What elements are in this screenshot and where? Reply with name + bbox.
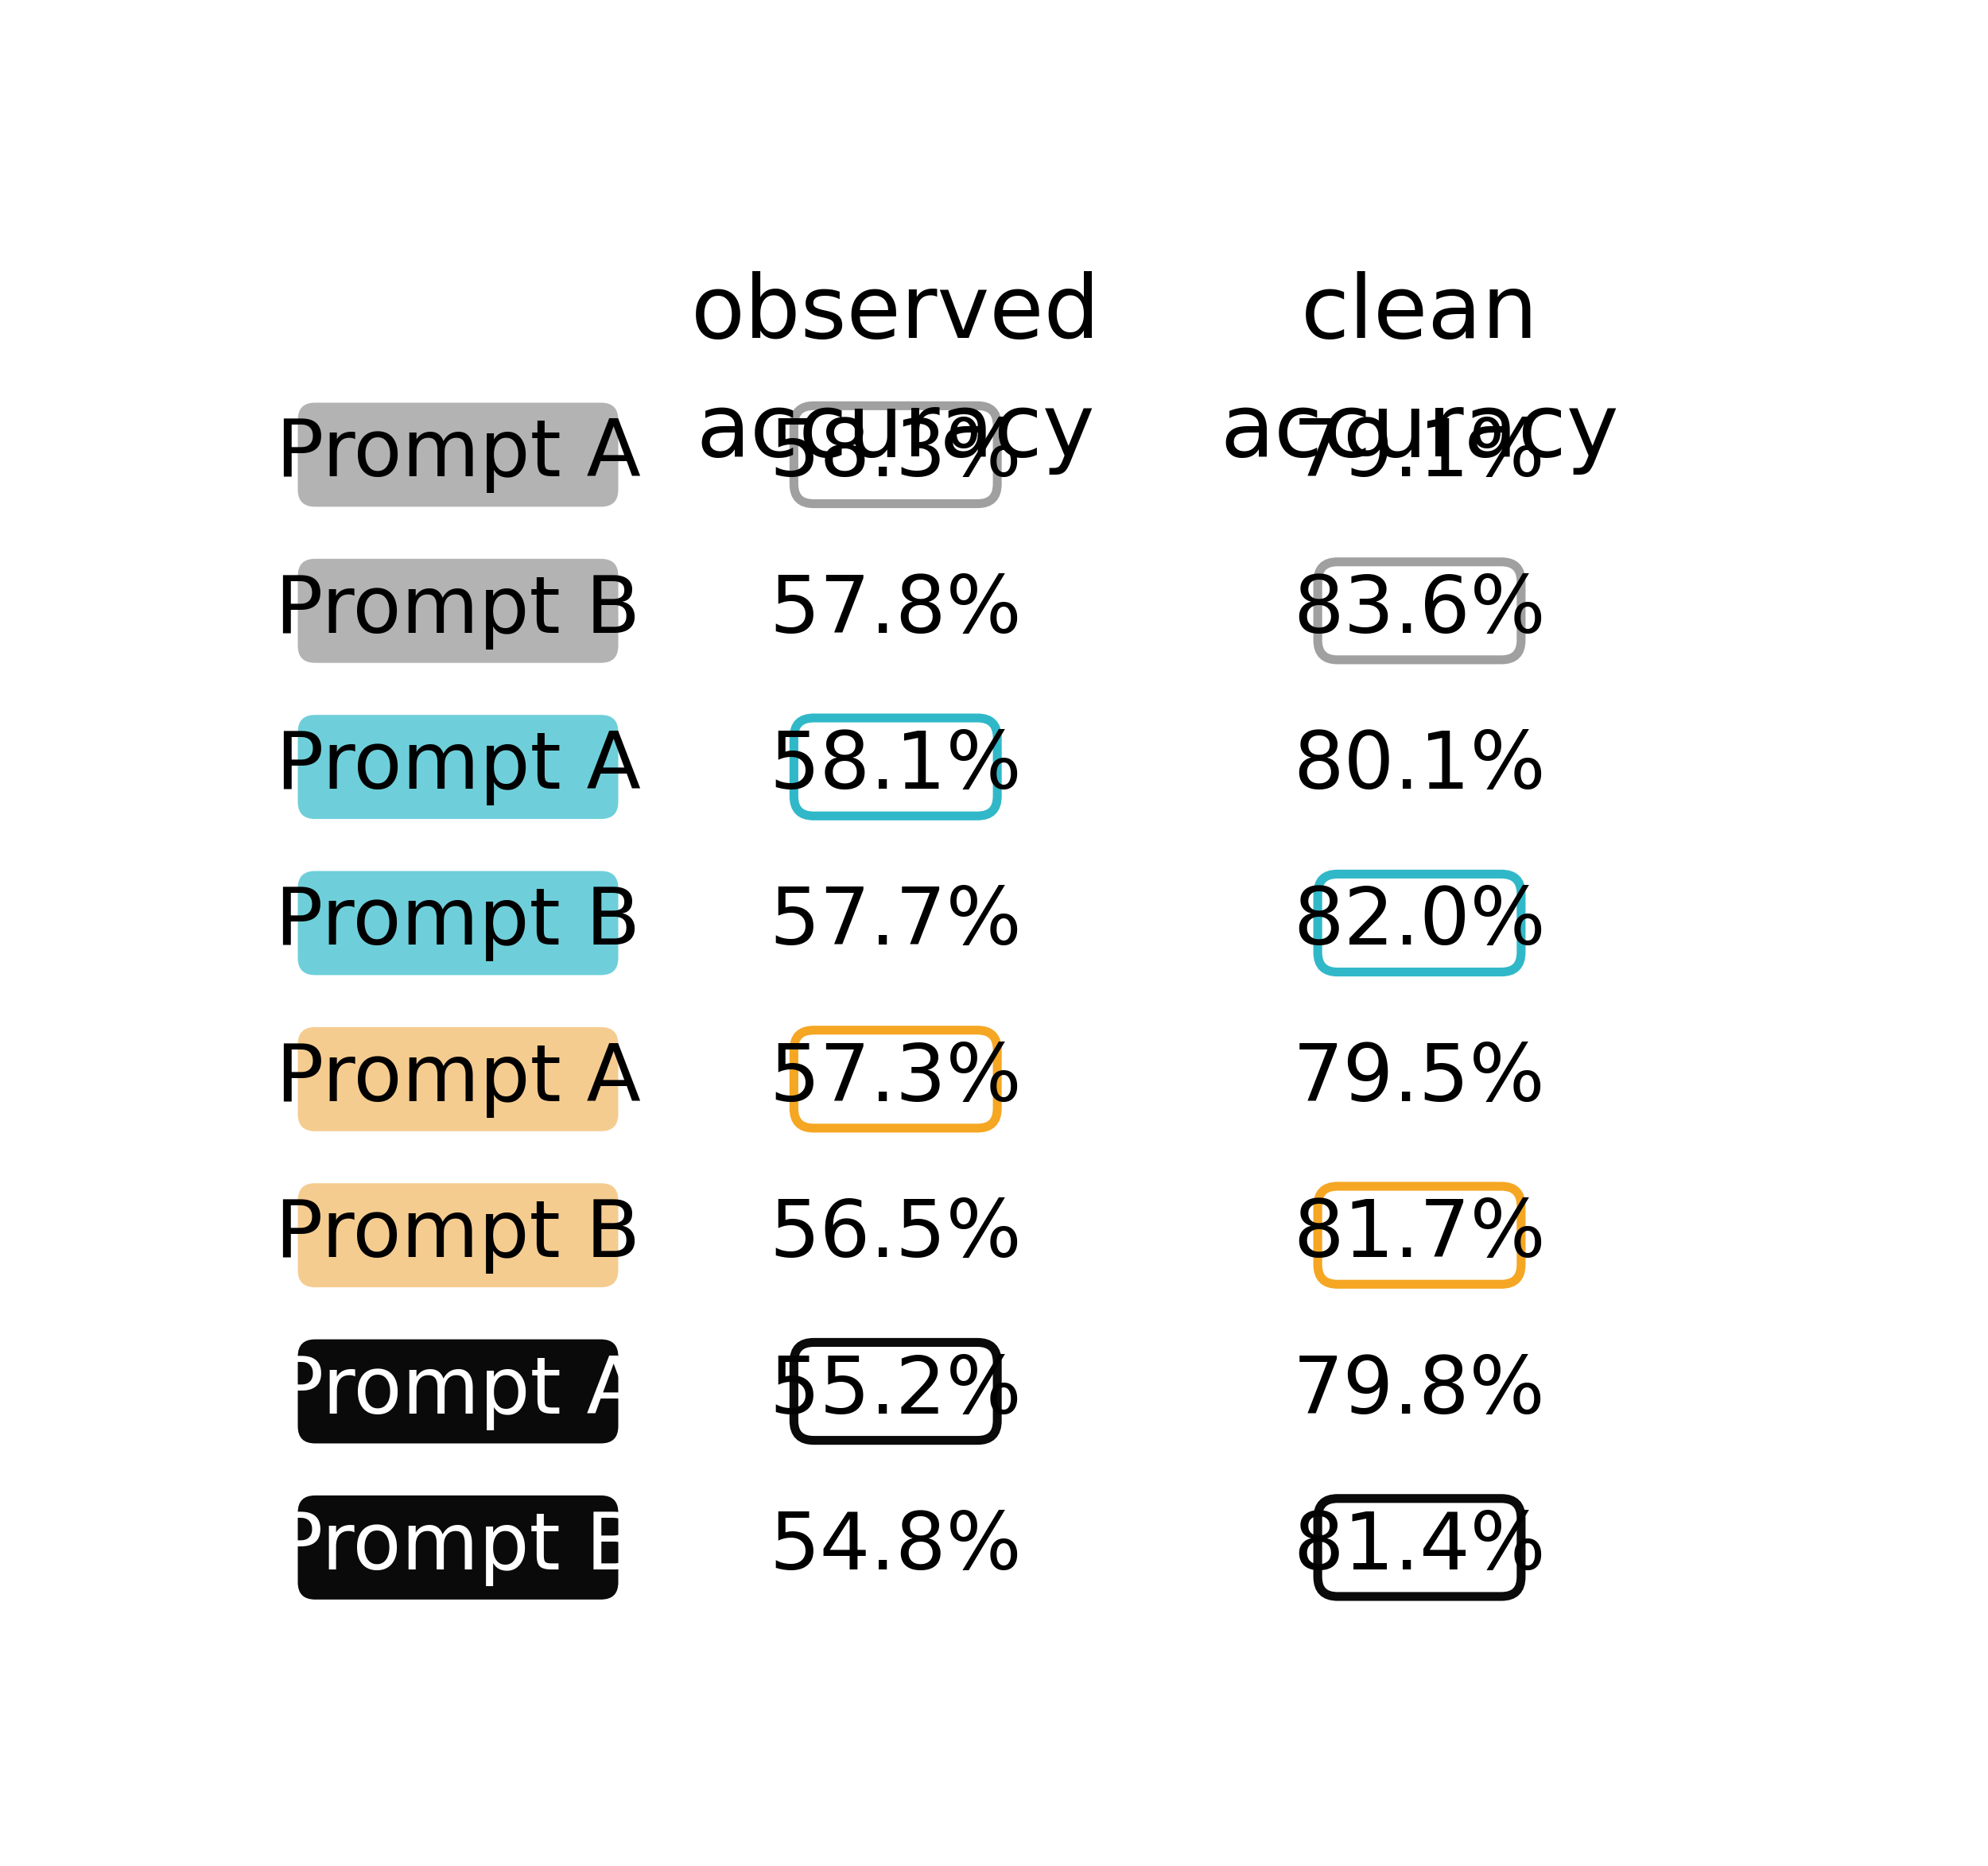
- Text: clean
accuracy: clean accuracy: [1221, 271, 1618, 474]
- Text: 79.1%: 79.1%: [1292, 416, 1547, 493]
- Text: 56.5%: 56.5%: [769, 1196, 1022, 1274]
- FancyBboxPatch shape: [298, 1026, 618, 1131]
- Text: Prompt B: Prompt B: [276, 1510, 640, 1586]
- FancyBboxPatch shape: [793, 1342, 998, 1441]
- FancyBboxPatch shape: [298, 1183, 618, 1288]
- Text: 55.2%: 55.2%: [769, 1353, 1022, 1429]
- Text: Prompt A: Prompt A: [276, 1353, 640, 1429]
- Text: Prompt A: Prompt A: [276, 416, 640, 493]
- Text: 57.7%: 57.7%: [769, 884, 1022, 961]
- FancyBboxPatch shape: [793, 1030, 998, 1129]
- FancyBboxPatch shape: [1318, 1187, 1521, 1284]
- Text: 58.3%: 58.3%: [769, 416, 1022, 493]
- Text: Prompt A: Prompt A: [276, 1041, 640, 1118]
- FancyBboxPatch shape: [298, 1495, 618, 1599]
- Text: 83.6%: 83.6%: [1292, 573, 1547, 649]
- Text: Prompt B: Prompt B: [276, 1196, 640, 1274]
- Text: 81.4%: 81.4%: [1292, 1510, 1547, 1586]
- FancyBboxPatch shape: [298, 1340, 618, 1444]
- Text: 58.1%: 58.1%: [769, 728, 1022, 806]
- Text: Prompt B: Prompt B: [276, 573, 640, 649]
- Text: Prompt B: Prompt B: [276, 884, 640, 961]
- Text: 80.1%: 80.1%: [1292, 728, 1547, 806]
- Text: 79.5%: 79.5%: [1292, 1041, 1547, 1118]
- FancyBboxPatch shape: [298, 403, 618, 508]
- Text: 82.0%: 82.0%: [1292, 884, 1547, 961]
- Text: 81.7%: 81.7%: [1292, 1196, 1547, 1274]
- FancyBboxPatch shape: [1318, 1498, 1521, 1597]
- FancyBboxPatch shape: [298, 715, 618, 819]
- FancyBboxPatch shape: [298, 871, 618, 976]
- Text: 79.8%: 79.8%: [1292, 1353, 1547, 1429]
- Text: 54.8%: 54.8%: [769, 1510, 1022, 1586]
- FancyBboxPatch shape: [793, 405, 998, 504]
- FancyBboxPatch shape: [298, 558, 618, 662]
- Text: 57.3%: 57.3%: [769, 1041, 1022, 1118]
- Text: 57.8%: 57.8%: [769, 573, 1022, 649]
- FancyBboxPatch shape: [1318, 562, 1521, 661]
- FancyBboxPatch shape: [793, 718, 998, 815]
- Text: observed
accuracy: observed accuracy: [690, 271, 1101, 474]
- FancyBboxPatch shape: [1318, 873, 1521, 972]
- Text: Prompt A: Prompt A: [276, 728, 640, 806]
